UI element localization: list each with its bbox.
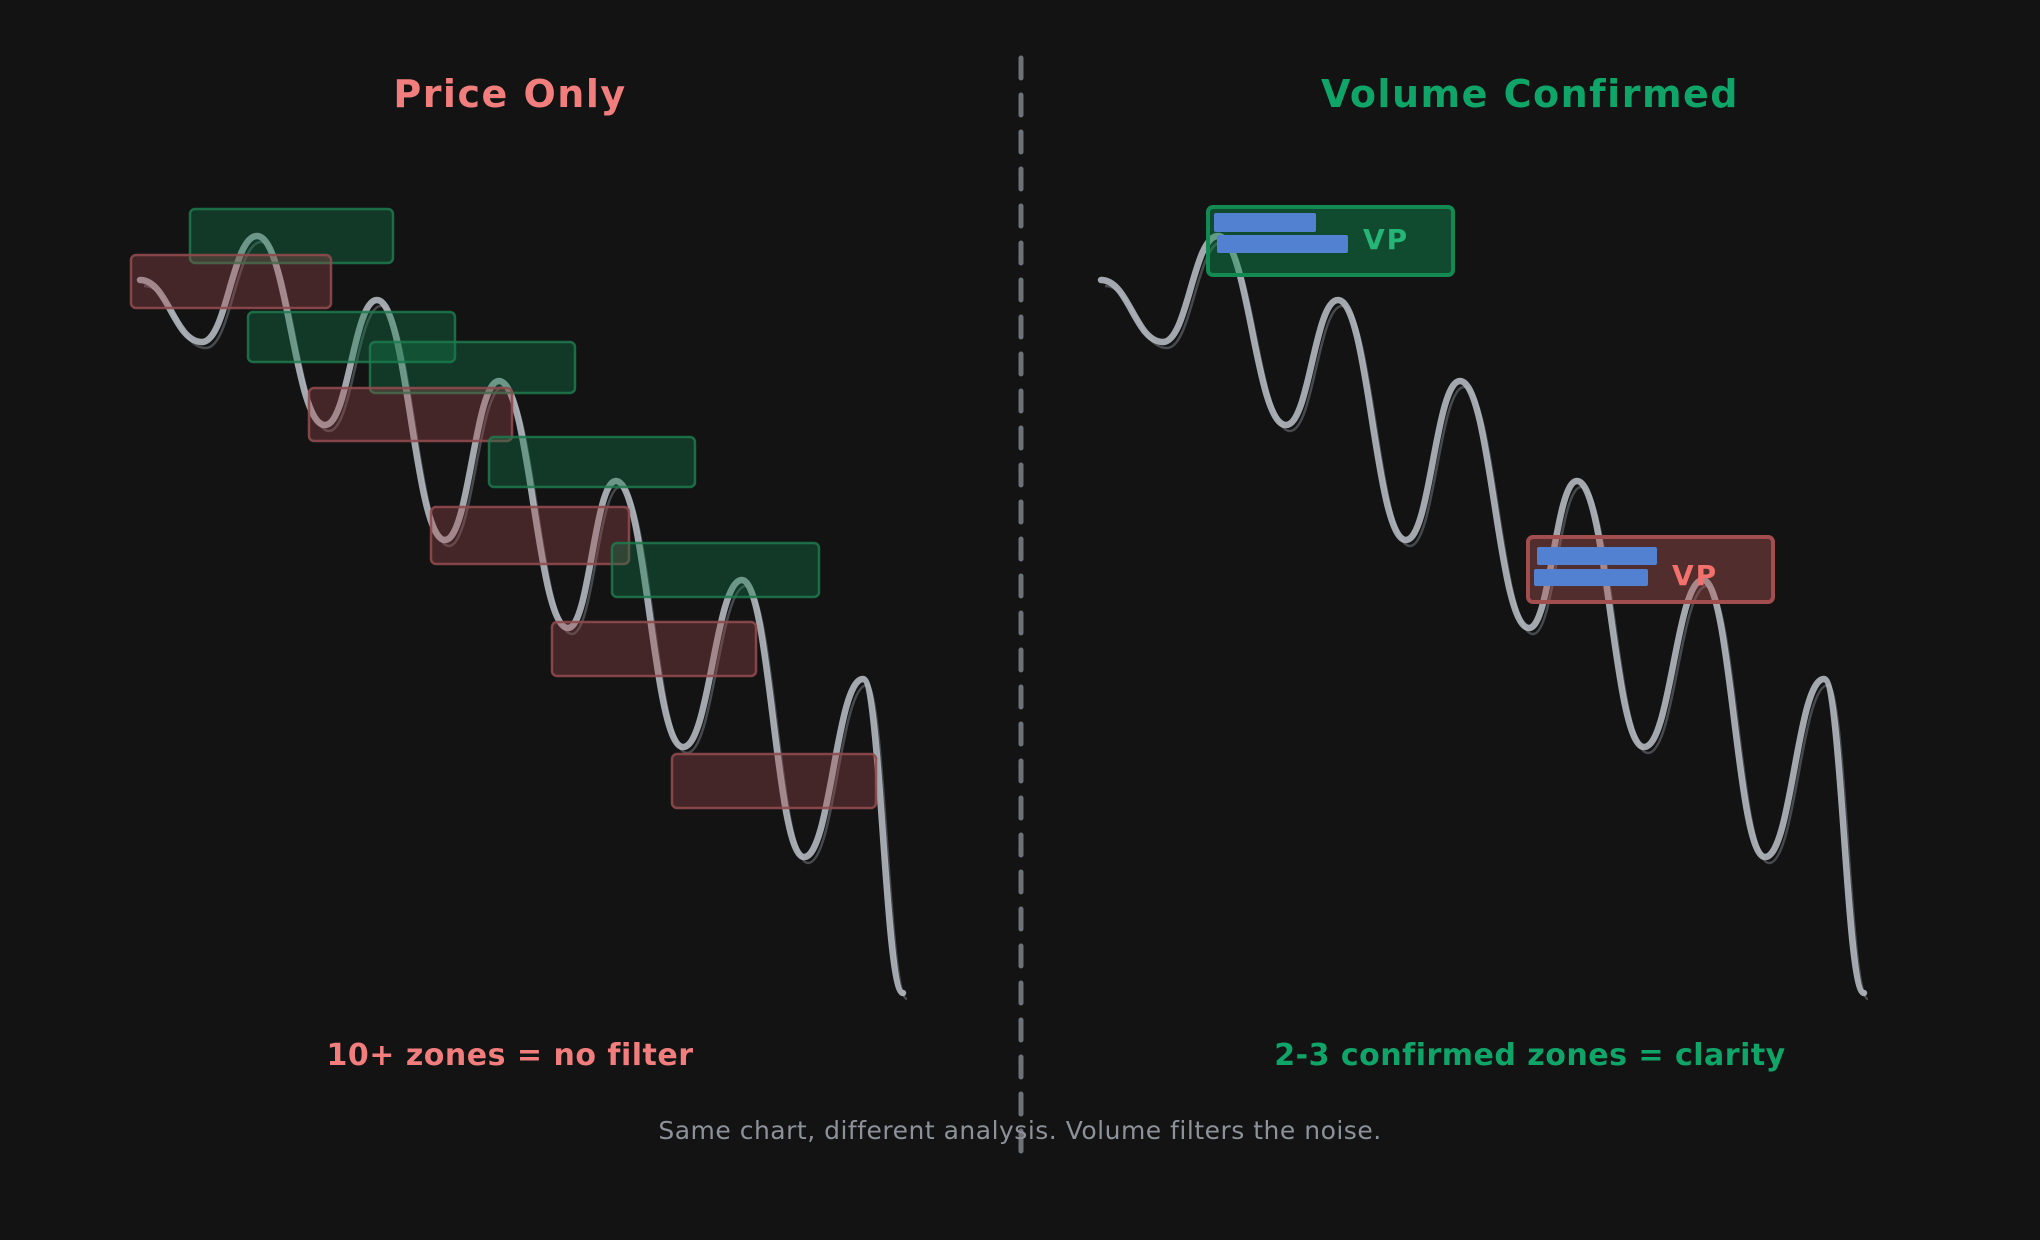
supply-zone	[307, 386, 514, 443]
volume-profile-bar	[1534, 569, 1648, 586]
demand-zone	[610, 541, 821, 599]
demand-zone	[188, 207, 395, 265]
price-line-right	[1097, 232, 1870, 1001]
left-panel-caption: 10+ zones = no filter	[326, 1038, 694, 1073]
price-line-right-stroke	[1097, 232, 1868, 997]
vp-label: VP	[1363, 223, 1409, 256]
demand-zone	[487, 435, 697, 489]
right-panel-title: Volume Confirmed	[1320, 72, 1740, 116]
left-panel-title: Price Only	[393, 72, 627, 116]
supply-zone	[670, 752, 878, 810]
volume-profile-bar	[1214, 213, 1316, 232]
volume-profile-bar	[1217, 235, 1348, 253]
vp-label: VP	[1672, 559, 1718, 592]
supply-zone	[129, 253, 333, 310]
right-panel-caption: 2-3 confirmed zones = clarity	[1274, 1038, 1786, 1073]
demand-zone	[246, 310, 457, 364]
demand-zone	[368, 340, 577, 395]
price-line-right-sketch-echo	[1104, 240, 1870, 1001]
supply-zone	[550, 620, 758, 678]
footer-note: Same chart, different analysis. Volume f…	[658, 1116, 1382, 1145]
volume-profile-bar	[1537, 547, 1657, 565]
supply-zone	[429, 505, 631, 566]
